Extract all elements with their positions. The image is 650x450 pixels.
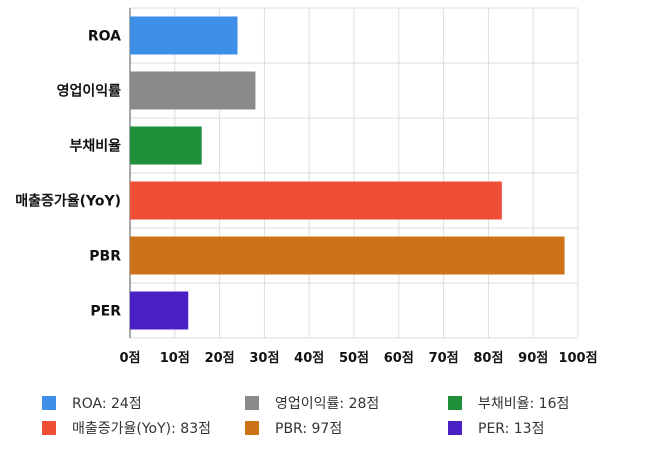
category-label: ROA (88, 29, 121, 45)
legend-item: 부채비율: 16점 (448, 393, 569, 413)
x-tick-label: 70점 (429, 351, 459, 366)
legend-label: 영업이익률: 28점 (275, 396, 380, 412)
x-tick-label: 40점 (294, 351, 324, 366)
legend-item: PBR: 97점 (245, 418, 342, 438)
legend-swatch (245, 421, 259, 435)
x-tick-label: 0점 (119, 351, 140, 366)
legend-item: 영업이익률: 28점 (245, 393, 379, 413)
category-label: 매출증가율(YoY) (15, 193, 121, 210)
category-label: 부채비율 (69, 138, 121, 155)
grid-lines (129, 7, 579, 339)
x-tick-label: 100점 (558, 351, 597, 366)
legend-label: PBR: 97점 (275, 421, 343, 437)
legend-swatch (448, 396, 462, 410)
category-label: PER (90, 304, 121, 320)
x-tick-label: 50점 (339, 351, 369, 366)
bar (130, 71, 256, 110)
legend-item: PER: 13점 (448, 418, 544, 438)
bar (130, 16, 238, 55)
legend-label: 매출증가율(YoY): 83점 (72, 421, 211, 437)
x-tick-label: 90점 (518, 351, 548, 366)
legend-swatch (448, 421, 462, 435)
x-tick-label: 10점 (160, 351, 190, 366)
legend-item: 매출증가율(YoY): 83점 (42, 418, 211, 438)
legend-swatch (245, 396, 259, 410)
legend-label: 부채비율: 16점 (478, 396, 570, 412)
x-tick-label: 30점 (249, 351, 279, 366)
legend-label: PER: 13점 (478, 421, 545, 437)
legend-swatch (42, 421, 56, 435)
x-tick-label: 80점 (473, 351, 503, 366)
legend-swatch (42, 396, 56, 410)
category-label: 영업이익률 (57, 83, 122, 100)
bar (130, 291, 189, 330)
bars (130, 16, 565, 330)
bar (130, 126, 202, 165)
category-label: PBR (89, 249, 121, 265)
bar (130, 181, 502, 220)
x-tick-label: 60점 (384, 351, 414, 366)
x-tick-label: 20점 (205, 351, 235, 366)
bar (130, 236, 565, 275)
legend-label: ROA: 24점 (72, 396, 142, 412)
x-tick-labels: 0점 10점 20점 30점 40점 50점 60점 70점 80점 90점 100점 (119, 351, 597, 366)
legend-item: ROA: 24점 (42, 393, 142, 413)
